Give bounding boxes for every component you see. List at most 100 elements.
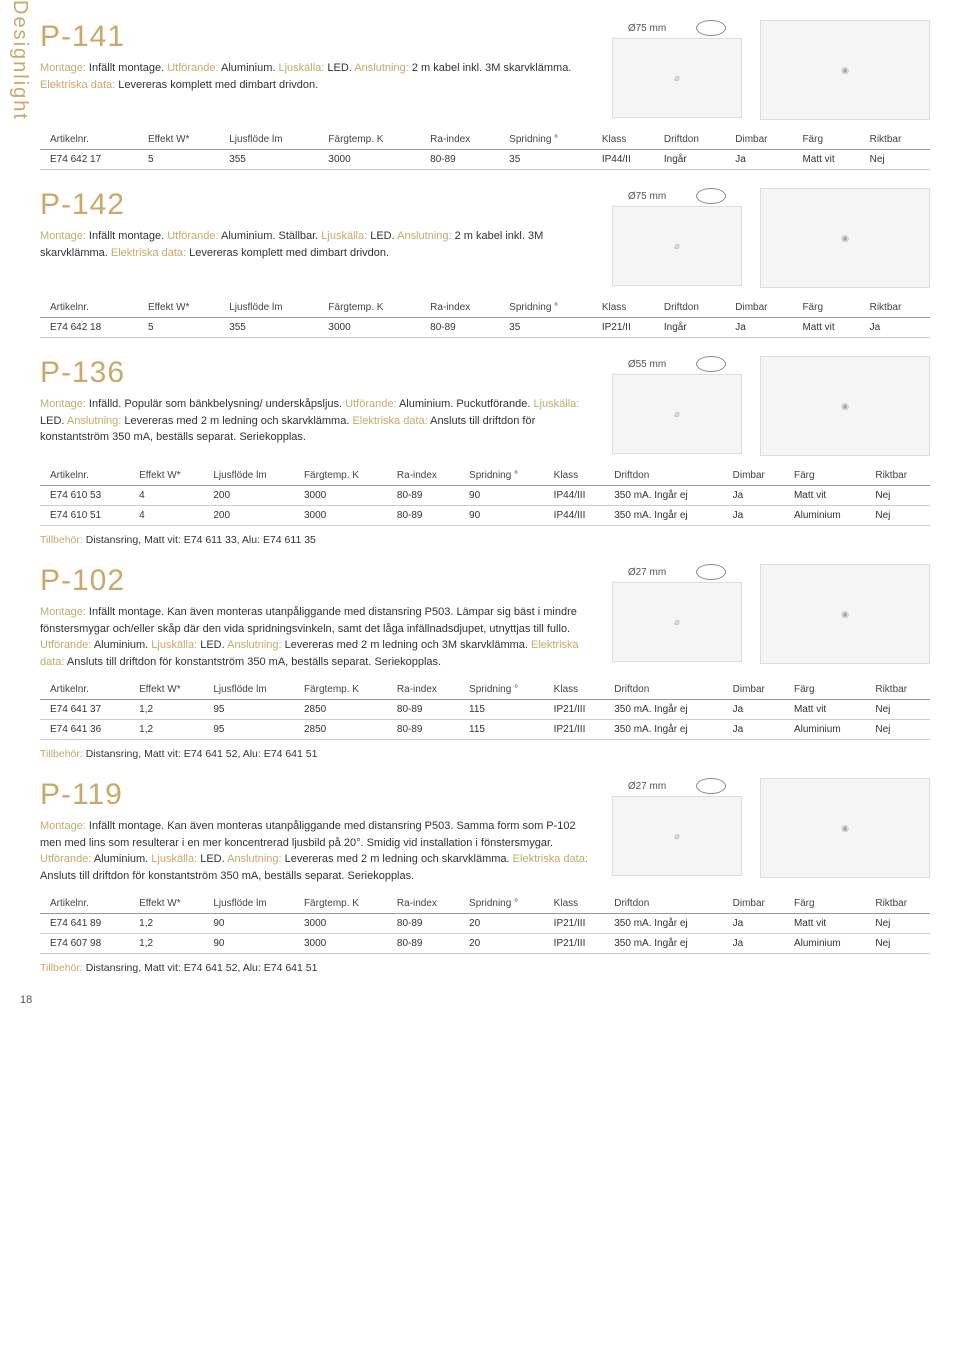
table-cell: 355 [223,150,322,170]
accessory-note: Tillbehör: Distansring, Matt vit: E74 64… [40,962,930,974]
table-row: E74 642 175355300080-8935IP44/IIIngårJaM… [40,150,930,170]
table-cell: Matt vit [788,914,869,934]
table-header: Spridning ° [503,298,596,318]
spec-table: Artikelnr.Effekt W*Ljusflöde lmFärgtemp.… [40,298,930,338]
table-header: Artikelnr. [40,298,142,318]
table-header: Dimbar [729,298,796,318]
table-header: Driftdon [658,298,729,318]
table-header: Artikelnr. [40,680,133,700]
table-cell: Ja [727,720,788,740]
product-photo: ◉ [760,188,930,288]
table-cell: 3000 [298,506,391,526]
table-cell: Ingår [658,318,729,338]
table-cell: 1,2 [133,914,207,934]
table-cell: E74 641 37 [40,700,133,720]
table-cell: 90 [207,914,298,934]
table-cell: 355 [223,318,322,338]
beam-icon [696,356,726,372]
table-header: Dimbar [727,680,788,700]
table-cell: Nej [869,720,930,740]
table-cell: 80-89 [391,914,463,934]
table-cell: E74 641 89 [40,914,133,934]
table-cell: Matt vit [796,318,863,338]
table-cell: 350 mA. Ingår ej [608,934,726,954]
table-header: Artikelnr. [40,894,133,914]
table-cell: Ja [727,914,788,934]
table-cell: 35 [503,318,596,338]
table-cell: E74 641 36 [40,720,133,740]
table-header: Färg [796,298,863,318]
technical-diagram: ⌀ [612,38,742,118]
table-cell: 80-89 [391,700,463,720]
spec-table: Artikelnr.Effekt W*Ljusflöde lmFärgtemp.… [40,894,930,954]
table-cell: 4 [133,486,207,506]
table-cell: IP44/III [548,506,609,526]
table-header: Klass [548,466,609,486]
table-header: Dimbar [729,130,796,150]
table-cell: 95 [207,700,298,720]
table-cell: 95 [207,720,298,740]
table-header: Riktbar [864,130,930,150]
table-cell: Nej [869,506,930,526]
product-title: P-142 [40,188,592,222]
table-header: Klass [596,130,658,150]
table-header: Spridning ° [463,466,548,486]
table-header: Ra-index [391,894,463,914]
table-cell: Aluminium [788,506,869,526]
dimension-label: Ø27 mm [628,567,666,578]
table-header: Färgtemp. K [322,298,424,318]
technical-diagram: ⌀ [612,206,742,286]
table-cell: 4 [133,506,207,526]
table-cell: IP21/III [548,914,609,934]
dimension-label: Ø55 mm [628,359,666,370]
table-cell: 350 mA. Ingår ej [608,914,726,934]
beam-icon [696,20,726,36]
table-row: E74 610 534200300080-8990IP44/III350 mA.… [40,486,930,506]
table-cell: IP21/III [548,700,609,720]
table-cell: 80-89 [424,150,503,170]
table-header: Riktbar [869,894,930,914]
table-header: Ra-index [391,680,463,700]
table-cell: 200 [207,486,298,506]
table-cell: 90 [463,506,548,526]
table-cell: 3000 [298,934,391,954]
table-header: Klass [548,680,609,700]
table-cell: 115 [463,720,548,740]
table-row: E74 641 891,290300080-8920IP21/III350 mA… [40,914,930,934]
product-description: Montage: Infällt montage. Utförande: Alu… [40,228,592,261]
table-cell: IP44/II [596,150,658,170]
table-cell: Matt vit [796,150,863,170]
page-number: 18 [20,994,32,1006]
product-description: Montage: Infälld. Populär som bänkbelysn… [40,396,592,446]
product-photo: ◉ [760,564,930,664]
spec-table: Artikelnr.Effekt W*Ljusflöde lmFärgtemp.… [40,130,930,170]
product-title: P-119 [40,778,592,812]
dimension-label: Ø75 mm [628,23,666,34]
table-header: Ljusflöde lm [207,894,298,914]
table-cell: 3000 [322,150,424,170]
technical-diagram: ⌀ [612,796,742,876]
table-cell: 2850 [298,700,391,720]
table-cell: 90 [463,486,548,506]
accessory-note: Tillbehör: Distansring, Matt vit: E74 61… [40,534,930,546]
table-header: Färgtemp. K [298,894,391,914]
table-cell: 2850 [298,720,391,740]
table-header: Ljusflöde lm [223,298,322,318]
table-header: Effekt W* [142,298,223,318]
table-cell: 350 mA. Ingår ej [608,720,726,740]
dimension-label: Ø75 mm [628,191,666,202]
table-cell: 35 [503,150,596,170]
table-cell: 20 [463,934,548,954]
spec-table: Artikelnr.Effekt W*Ljusflöde lmFärgtemp.… [40,680,930,740]
table-cell: Aluminium [788,720,869,740]
table-cell: Ingår [658,150,729,170]
table-header: Färgtemp. K [298,680,391,700]
table-cell: 350 mA. Ingår ej [608,486,726,506]
table-header: Effekt W* [133,680,207,700]
table-cell: 3000 [298,486,391,506]
table-header: Klass [548,894,609,914]
table-cell: Matt vit [788,486,869,506]
table-cell: IP21/III [548,720,609,740]
dimension-label: Ø27 mm [628,781,666,792]
table-header: Ra-index [424,130,503,150]
